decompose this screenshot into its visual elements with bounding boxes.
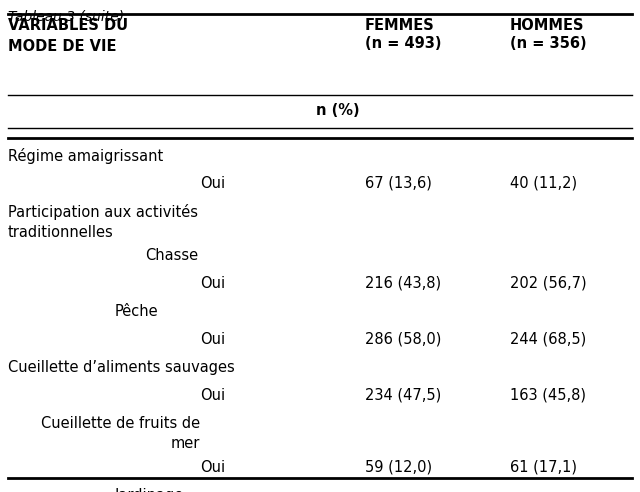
Text: 286 (58,0): 286 (58,0) [365, 332, 442, 347]
Text: 202 (56,7): 202 (56,7) [510, 276, 587, 291]
Text: Oui: Oui [200, 176, 225, 191]
Text: HOMMES: HOMMES [510, 18, 584, 33]
Text: Pêche: Pêche [115, 304, 159, 319]
Text: Oui: Oui [200, 460, 225, 475]
Text: Oui: Oui [200, 388, 225, 403]
Text: Jardinage: Jardinage [115, 488, 184, 492]
Text: 61 (17,1): 61 (17,1) [510, 460, 577, 475]
Text: 67 (13,6): 67 (13,6) [365, 176, 432, 191]
Text: Cueillette d’aliments sauvages: Cueillette d’aliments sauvages [8, 360, 235, 375]
Text: 59 (12,0): 59 (12,0) [365, 460, 432, 475]
Text: VARIABLES DU
MODE DE VIE: VARIABLES DU MODE DE VIE [8, 18, 128, 54]
Text: (n = 356): (n = 356) [510, 36, 587, 51]
Text: 163 (45,8): 163 (45,8) [510, 388, 586, 403]
Text: 244 (68,5): 244 (68,5) [510, 332, 586, 347]
Text: Cueillette de fruits de
mer: Cueillette de fruits de mer [41, 416, 200, 451]
Text: 40 (11,2): 40 (11,2) [510, 176, 577, 191]
Text: Oui: Oui [200, 276, 225, 291]
Text: Participation aux activités
traditionnelles: Participation aux activités traditionnel… [8, 204, 198, 240]
Text: n (%): n (%) [316, 103, 360, 118]
Text: FEMMES: FEMMES [365, 18, 435, 33]
Text: 216 (43,8): 216 (43,8) [365, 276, 441, 291]
Text: Tableau 3 (suite): Tableau 3 (suite) [8, 10, 124, 24]
Text: Régime amaigrissant: Régime amaigrissant [8, 148, 163, 164]
Text: (n = 493): (n = 493) [365, 36, 442, 51]
Text: Chasse: Chasse [145, 248, 198, 263]
Text: Oui: Oui [200, 332, 225, 347]
Text: 234 (47,5): 234 (47,5) [365, 388, 441, 403]
